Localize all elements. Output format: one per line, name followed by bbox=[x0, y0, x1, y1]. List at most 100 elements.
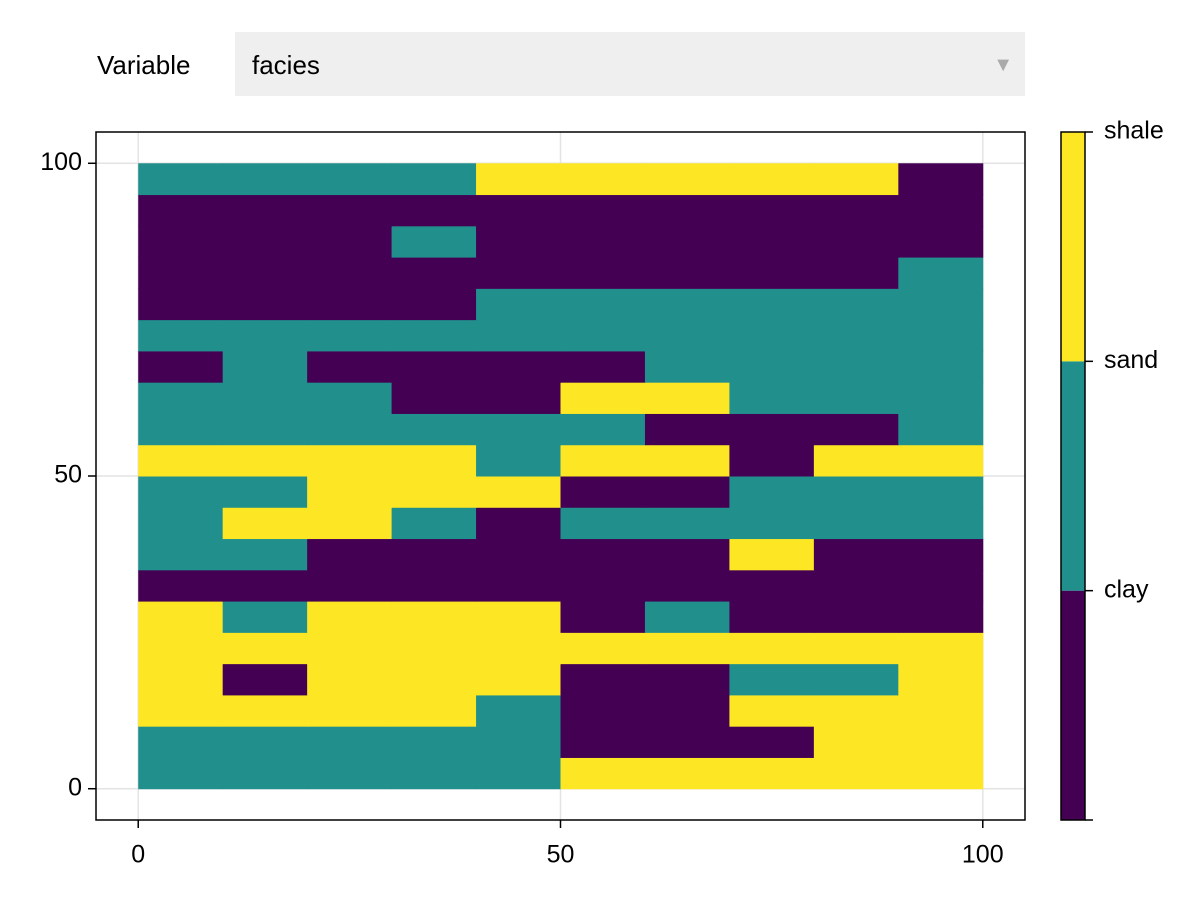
heatmap-cell bbox=[391, 413, 477, 446]
heatmap-cell bbox=[138, 194, 224, 227]
heatmap-cell bbox=[560, 476, 646, 508]
heatmap-cell bbox=[813, 194, 899, 227]
heatmap-cell bbox=[898, 413, 984, 446]
heatmap-cell bbox=[307, 444, 393, 477]
heatmap-cell bbox=[222, 319, 308, 352]
heatmap-cell bbox=[898, 257, 984, 289]
heatmap-cell bbox=[560, 288, 646, 321]
heatmap-cell bbox=[644, 569, 730, 602]
heatmap-cell bbox=[729, 757, 815, 790]
heatmap-cell bbox=[138, 444, 224, 477]
heatmap-cell bbox=[560, 319, 646, 352]
heatmap-cell bbox=[222, 413, 308, 446]
heatmap-cell bbox=[138, 601, 224, 633]
heatmap-cell bbox=[476, 444, 561, 477]
heatmap-cell bbox=[391, 663, 477, 696]
heatmap-cell bbox=[813, 225, 899, 258]
heatmap-cell bbox=[391, 257, 477, 289]
heatmap-cell bbox=[391, 757, 477, 790]
heatmap-cell bbox=[729, 194, 815, 227]
heatmap-cell bbox=[222, 382, 308, 414]
heatmap-cell bbox=[391, 350, 477, 383]
heatmap-cell bbox=[898, 507, 984, 540]
variable-select[interactable]: facies ▼ bbox=[235, 32, 1025, 96]
heatmap-cell bbox=[222, 569, 308, 602]
heatmap-cell bbox=[307, 569, 393, 602]
heatmap-cell bbox=[898, 444, 984, 477]
heatmap-cell bbox=[729, 319, 815, 352]
heatmap-cell bbox=[138, 538, 224, 571]
heatmap-cell bbox=[391, 163, 477, 196]
heatmap-cell bbox=[476, 382, 561, 414]
heatmap-cell bbox=[560, 757, 646, 790]
heatmap-cell bbox=[729, 663, 815, 696]
heatmap-cell bbox=[729, 288, 815, 321]
heatmap-cell bbox=[898, 163, 984, 196]
heatmap-cell bbox=[391, 694, 477, 727]
heatmap-cell bbox=[138, 694, 224, 727]
heatmap-cell bbox=[560, 694, 646, 727]
heatmap-cell bbox=[560, 726, 646, 758]
heatmap-cell bbox=[307, 726, 393, 758]
heatmap-cell bbox=[138, 382, 224, 414]
heatmap-cell bbox=[813, 382, 899, 414]
heatmap-cell bbox=[644, 476, 730, 508]
heatmap-cell bbox=[560, 413, 646, 446]
colorbar-segment bbox=[1061, 590, 1085, 820]
colorbar-frame bbox=[1060, 131, 1086, 821]
plot-frame bbox=[95, 131, 1026, 821]
heatmap-cell bbox=[644, 726, 730, 758]
heatmap-cell bbox=[138, 726, 224, 758]
heatmap-cell bbox=[138, 225, 224, 258]
heatmap-cell bbox=[644, 663, 730, 696]
heatmap-cell bbox=[644, 257, 730, 289]
heatmap-cell bbox=[560, 225, 646, 258]
heatmap-cell bbox=[307, 350, 393, 383]
heatmap-cell bbox=[476, 194, 561, 227]
heatmap-cell bbox=[644, 632, 730, 665]
heatmap-cell bbox=[476, 476, 561, 508]
heatmap-cell bbox=[813, 538, 899, 571]
heatmap-cell bbox=[307, 413, 393, 446]
heatmap-cell bbox=[644, 507, 730, 540]
heatmap-cell bbox=[222, 507, 308, 540]
heatmap-cell bbox=[222, 726, 308, 758]
heatmap-cell bbox=[476, 350, 561, 383]
heatmap-cell bbox=[307, 476, 393, 508]
heatmap-cell bbox=[813, 507, 899, 540]
heatmap-cell bbox=[476, 569, 561, 602]
heatmap-cell bbox=[813, 632, 899, 665]
heatmap-cell bbox=[560, 663, 646, 696]
heatmap-cell bbox=[138, 288, 224, 321]
heatmap-cell bbox=[476, 632, 561, 665]
heatmap-cell bbox=[898, 632, 984, 665]
heatmap-cell bbox=[729, 726, 815, 758]
control-label: Variable bbox=[97, 50, 191, 80]
heatmap-cell bbox=[391, 538, 477, 571]
heatmap-cell bbox=[898, 319, 984, 352]
heatmap-cell bbox=[391, 632, 477, 665]
heatmap-cell bbox=[644, 538, 730, 571]
heatmap-cell bbox=[898, 757, 984, 790]
heatmap-cell bbox=[222, 601, 308, 633]
heatmap-cell bbox=[560, 194, 646, 227]
heatmap-cell bbox=[813, 163, 899, 196]
heatmap-cell bbox=[644, 444, 730, 477]
heatmap-cell bbox=[476, 507, 561, 540]
heatmap-cell bbox=[391, 225, 477, 258]
heatmap-cell bbox=[222, 225, 308, 258]
heatmap-cell bbox=[898, 726, 984, 758]
heatmap-cell bbox=[813, 694, 899, 727]
heatmap-cell bbox=[476, 726, 561, 758]
heatmap-cell bbox=[222, 257, 308, 289]
heatmap-cell bbox=[560, 507, 646, 540]
heatmap-cell bbox=[813, 288, 899, 321]
select-value[interactable]: facies bbox=[252, 50, 320, 80]
select-arrow[interactable]: ▼ bbox=[993, 54, 1013, 76]
heatmap-cell bbox=[138, 163, 224, 196]
y-tick-label: 50 bbox=[54, 461, 82, 489]
heatmap-cell bbox=[644, 350, 730, 383]
heatmap-cell bbox=[898, 663, 984, 696]
heatmap-cell bbox=[307, 194, 393, 227]
